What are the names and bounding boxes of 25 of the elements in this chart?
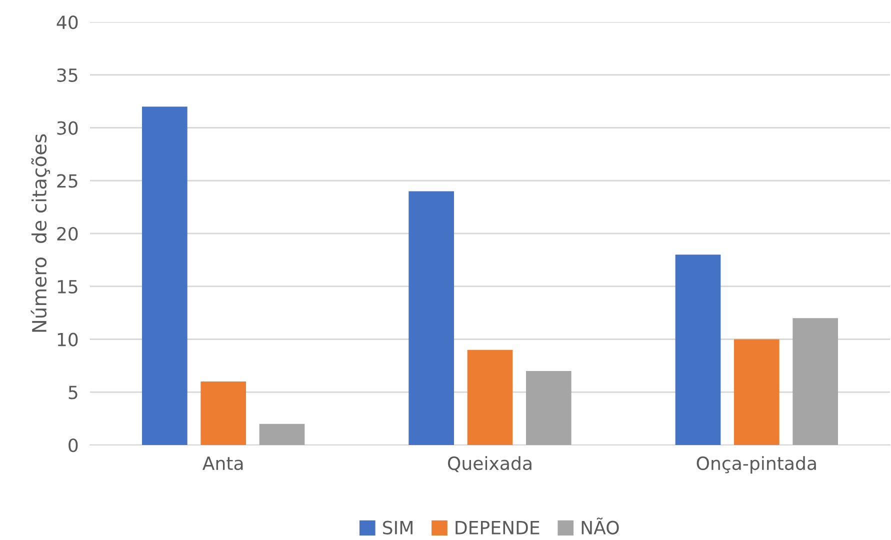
bar bbox=[792, 318, 838, 445]
x-tick-label: Anta bbox=[202, 456, 243, 470]
bar bbox=[259, 424, 305, 445]
legend-label: NÃO bbox=[582, 518, 619, 534]
y-tick-label: 15 bbox=[58, 280, 78, 294]
y-tick-label: 5 bbox=[68, 386, 78, 400]
legend-label: DEPENDE bbox=[456, 521, 540, 534]
x-tick-label: Onça-pintada bbox=[696, 456, 816, 474]
bar bbox=[526, 370, 572, 445]
bar bbox=[142, 106, 188, 445]
y-tick-label: 40 bbox=[56, 15, 78, 30]
bar bbox=[734, 339, 780, 445]
x-tick-label: Queixada bbox=[448, 456, 532, 472]
y-tick-label: 35 bbox=[57, 68, 78, 82]
y-tick-label: 25 bbox=[57, 174, 78, 188]
bar bbox=[675, 254, 721, 445]
y-axis-title: Número de citações bbox=[30, 134, 50, 332]
bar bbox=[408, 191, 454, 445]
legend-label: SIM bbox=[383, 520, 412, 534]
y-tick-label: 30 bbox=[57, 121, 78, 135]
bar bbox=[467, 350, 513, 445]
bar bbox=[200, 382, 246, 445]
y-tick-label: 0 bbox=[68, 438, 78, 452]
y-tick-label: 10 bbox=[58, 332, 78, 346]
y-tick-label: 20 bbox=[57, 226, 78, 241]
